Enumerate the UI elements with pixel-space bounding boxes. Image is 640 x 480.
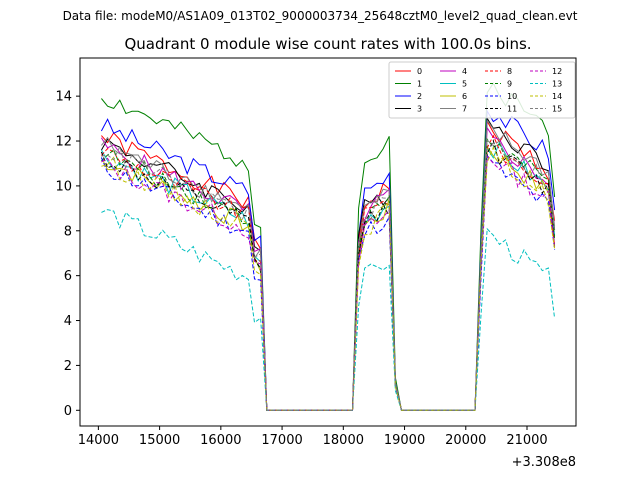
legend-box xyxy=(388,61,576,119)
y-tick-label: 2 xyxy=(64,359,72,374)
legend-label: 13 xyxy=(552,80,562,89)
series-line-14 xyxy=(101,146,556,411)
y-tick-label: 4 xyxy=(64,314,72,329)
x-tick-label: 20000 xyxy=(445,433,486,448)
x-tick-label: 18000 xyxy=(323,433,364,448)
legend-label: 6 xyxy=(462,92,467,101)
legend-label: 1 xyxy=(417,80,422,89)
x-tick-label: 21000 xyxy=(506,433,547,448)
series-line-15 xyxy=(101,139,556,411)
x-tick-label: 16000 xyxy=(200,433,241,448)
y-axis: 0 2 4 6 8 10 12 14 xyxy=(55,90,80,419)
legend-label: 10 xyxy=(507,92,517,101)
legend-label: 3 xyxy=(417,105,422,114)
x-offset-label: +3.308e8 xyxy=(512,455,576,470)
legend-label: 0 xyxy=(417,67,422,76)
y-tick-label: 0 xyxy=(64,404,72,419)
y-tick-label: 14 xyxy=(55,90,72,105)
legend-label: 8 xyxy=(507,67,512,76)
y-tick-label: 8 xyxy=(64,224,72,239)
legend-label: 4 xyxy=(462,67,467,76)
x-tick-label: 17000 xyxy=(261,433,302,448)
y-tick-label: 10 xyxy=(55,179,72,194)
series-lines xyxy=(100,82,556,411)
legend-label: 11 xyxy=(507,105,517,114)
legend-label: 2 xyxy=(417,92,422,101)
legend-label: 9 xyxy=(507,80,512,89)
legend-label: 5 xyxy=(462,80,467,89)
chart-title: Quadrant 0 module wise count rates with … xyxy=(124,35,531,53)
legend-label: 12 xyxy=(552,67,562,76)
data-file-subtitle: Data file: modeM0/AS1A09_013T02_90000037… xyxy=(63,9,578,23)
legend-label: 7 xyxy=(462,105,467,114)
y-tick-label: 12 xyxy=(55,135,72,150)
x-axis: 14000 15000 16000 17000 18000 19000 20000 21000 xyxy=(78,426,548,448)
y-tick-label: 6 xyxy=(64,269,72,284)
legend-label: 15 xyxy=(552,105,562,114)
x-tick-label: 19000 xyxy=(384,433,425,448)
x-tick-label: 15000 xyxy=(139,433,180,448)
plot-frame xyxy=(79,57,577,427)
legend-label: 14 xyxy=(552,92,562,101)
x-tick-label: 14000 xyxy=(78,433,119,448)
